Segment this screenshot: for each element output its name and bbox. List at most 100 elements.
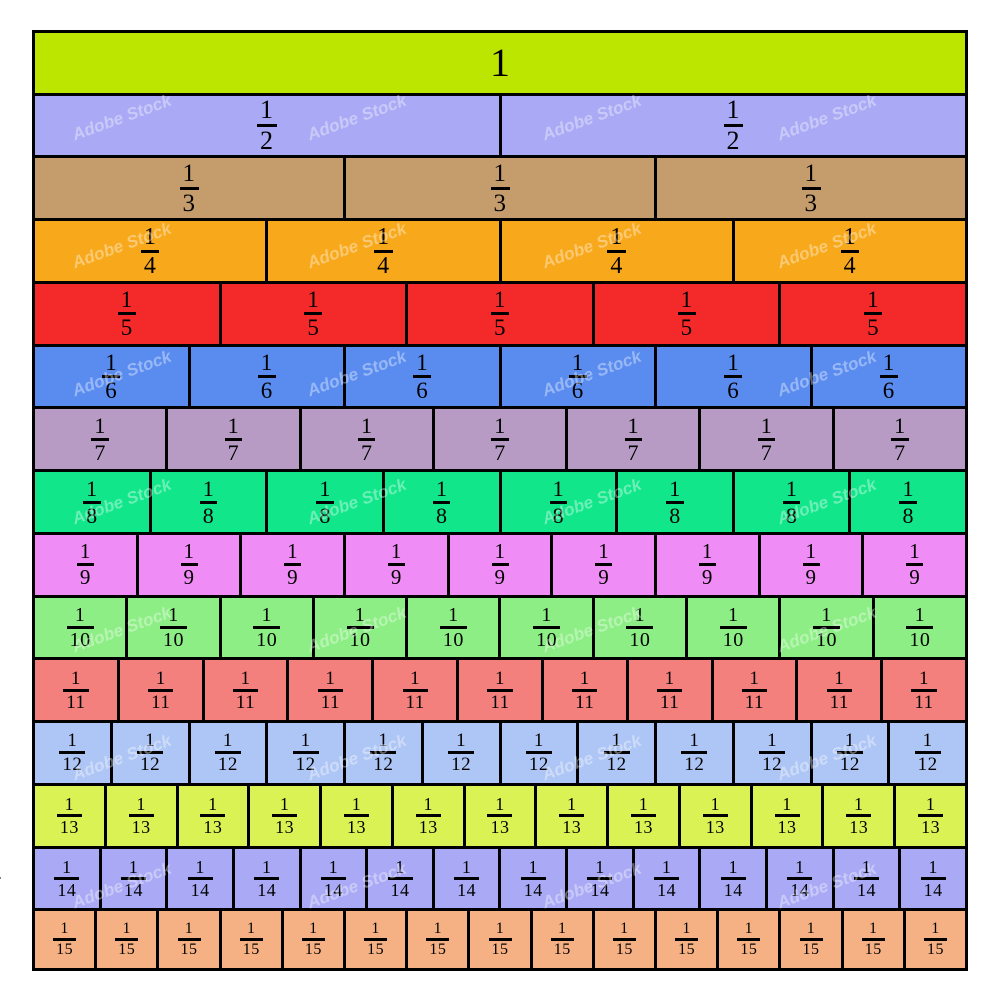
- fraction-cell[interactable]: 1 13: [390, 782, 466, 849]
- fraction-cell[interactable]: 1 14: [698, 845, 769, 912]
- fraction-cell[interactable]: 1 10: [125, 594, 222, 661]
- fraction-cell[interactable]: 1 15: [529, 908, 595, 972]
- fraction-cell[interactable]: 1 12: [187, 720, 269, 786]
- fraction-cell[interactable]: 1 12: [343, 720, 424, 786]
- fraction-cell[interactable]: 1 10: [685, 594, 782, 661]
- fraction-cell[interactable]: 1 14: [631, 845, 702, 912]
- fraction-cell[interactable]: 1 13: [821, 782, 897, 849]
- fraction-cell[interactable]: 1 15: [218, 908, 284, 972]
- fraction-cell[interactable]: 1 14: [898, 845, 968, 912]
- fraction-cell[interactable]: 1 10: [871, 594, 968, 661]
- fraction-cell[interactable]: 1 15: [343, 908, 409, 972]
- fraction-cell[interactable]: 1 14: [98, 845, 169, 912]
- fraction-cell[interactable]: 1 13: [534, 782, 610, 849]
- fraction-cell[interactable]: 1 12: [887, 720, 968, 786]
- fraction-cell[interactable]: 1 10: [591, 594, 689, 661]
- fraction-cell[interactable]: 1 14: [365, 845, 435, 912]
- fraction-cell[interactable]: 1 12: [109, 720, 191, 786]
- fraction-cell[interactable]: 1 15: [716, 908, 782, 972]
- fraction-cell[interactable]: 1 11: [540, 657, 629, 724]
- fraction-cell[interactable]: 1 10: [405, 594, 502, 661]
- fraction-cell[interactable]: 1 12: [420, 720, 502, 786]
- fraction-cell[interactable]: 1 12: [265, 720, 346, 786]
- fraction-cell[interactable]: 1 15: [778, 908, 844, 972]
- fraction-cell[interactable]: 1 15: [32, 908, 98, 972]
- fraction-cell[interactable]: 1 12: [498, 720, 580, 786]
- fraction-cell[interactable]: 1 11: [625, 657, 714, 724]
- fraction-cell[interactable]: 1 14: [431, 845, 502, 912]
- fraction-cell[interactable]: 1 12: [32, 720, 113, 786]
- fraction-cell[interactable]: 1 12: [576, 720, 657, 786]
- fraction-cell[interactable]: 1 10: [32, 594, 129, 661]
- fraction-cell[interactable]: 1 13: [606, 782, 681, 849]
- fraction-cell[interactable]: 1 11: [710, 657, 799, 724]
- fraction-cell[interactable]: 1 14: [32, 845, 102, 912]
- fraction-cell[interactable]: 1 12: [809, 720, 891, 786]
- fraction-cell[interactable]: 1 13: [749, 782, 825, 849]
- fraction-cell[interactable]: 1 10: [218, 594, 315, 661]
- fraction-cell[interactable]: 1 13: [319, 782, 394, 849]
- fraction-cell[interactable]: 1 14: [165, 845, 235, 912]
- fraction-cell[interactable]: 1 12: [654, 720, 735, 786]
- fraction-cell[interactable]: 1 14: [231, 845, 302, 912]
- fraction-cell[interactable]: 1 11: [880, 657, 968, 724]
- fraction-cell[interactable]: 1 11: [456, 657, 544, 724]
- fraction-cell[interactable]: 1 11: [795, 657, 884, 724]
- fraction-cell[interactable]: 1 13: [247, 782, 323, 849]
- fraction-cell[interactable]: 1 11: [201, 657, 290, 724]
- fraction-cell[interactable]: 1 14: [498, 845, 569, 912]
- fraction-cell[interactable]: 1 15: [405, 908, 471, 972]
- fraction-cell[interactable]: 1 10: [311, 594, 409, 661]
- fraction-cell[interactable]: 1 14: [765, 845, 835, 912]
- fraction-cell[interactable]: 1 13: [32, 782, 107, 849]
- fraction-cell[interactable]: 1 10: [498, 594, 595, 661]
- fraction-cell[interactable]: 1 14: [831, 845, 902, 912]
- fraction-cell[interactable]: 1 15: [902, 908, 969, 972]
- fraction-cell[interactable]: 1 15: [280, 908, 347, 972]
- fraction-cell[interactable]: 1 14: [298, 845, 369, 912]
- fraction-cell[interactable]: 1 15: [654, 908, 720, 972]
- fraction-cell[interactable]: 1 12: [731, 720, 813, 786]
- fraction-cell[interactable]: 1 15: [591, 908, 658, 972]
